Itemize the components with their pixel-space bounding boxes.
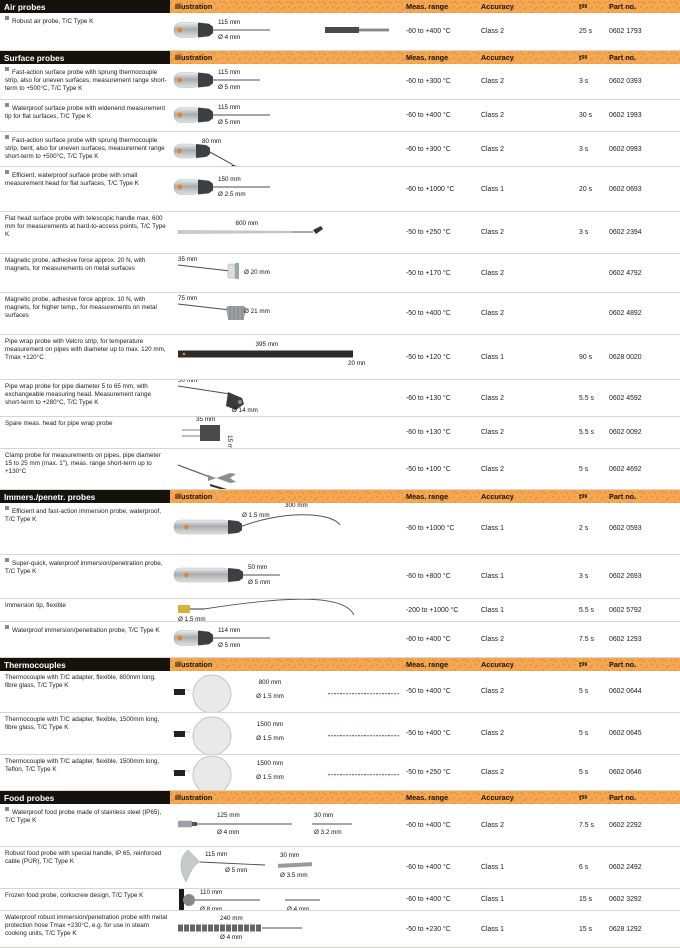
- svg-text:Ø 3.5 mm: Ø 3.5 mm: [280, 872, 308, 879]
- svg-text:115 mm: 115 mm: [218, 69, 240, 76]
- svg-text:Ø 1.5 mm: Ø 1.5 mm: [178, 616, 206, 622]
- svg-text:1500 mm: 1500 mm: [257, 760, 283, 767]
- svg-text:50 mm: 50 mm: [248, 564, 267, 571]
- svg-text:50 mm: 50 mm: [178, 380, 197, 384]
- svg-text:Ø 2.5 mm: Ø 2.5 mm: [218, 191, 246, 198]
- svg-text:35 mm: 35 mm: [178, 256, 197, 263]
- svg-text:Ø 20 mm: Ø 20 mm: [244, 269, 270, 276]
- svg-text:Ø 5 mm: Ø 5 mm: [225, 867, 247, 874]
- svg-text:115 mm: 115 mm: [218, 104, 240, 111]
- svg-text:Ø 1.5 mm: Ø 1.5 mm: [256, 693, 284, 700]
- svg-text:30 mm: 30 mm: [280, 852, 299, 859]
- svg-text:Ø 1.5 mm: Ø 1.5 mm: [242, 512, 270, 519]
- svg-text:Ø 21 mm: Ø 21 mm: [244, 308, 270, 315]
- svg-text:125 mm: 125 mm: [217, 812, 240, 819]
- svg-text:Ø 5 mm: Ø 5 mm: [218, 642, 240, 649]
- svg-text:Ø 14 mm: Ø 14 mm: [232, 407, 258, 414]
- svg-text:600 mm: 600 mm: [236, 220, 259, 227]
- svg-text:30 mm: 30 mm: [314, 812, 333, 819]
- svg-text:1500 mm: 1500 mm: [257, 721, 283, 728]
- svg-text:240 mm: 240 mm: [220, 915, 243, 922]
- svg-text:Ø 5 mm: Ø 5 mm: [218, 119, 240, 126]
- svg-text:20 mm: 20 mm: [348, 360, 365, 367]
- svg-text:Ø 3.2 mm: Ø 3.2 mm: [314, 829, 342, 836]
- svg-text:80 mm: 80 mm: [202, 138, 221, 145]
- svg-text:800 mm: 800 mm: [259, 679, 282, 686]
- svg-text:Ø 4 mm: Ø 4 mm: [217, 829, 239, 836]
- svg-text:Ø 5 mm: Ø 5 mm: [248, 579, 270, 586]
- svg-text:Ø 5 mm: Ø 5 mm: [218, 84, 240, 91]
- svg-text:35 mm: 35 mm: [196, 417, 215, 423]
- svg-text:Ø 8 mm: Ø 8 mm: [200, 906, 222, 911]
- svg-text:Ø 1.5 mm: Ø 1.5 mm: [256, 735, 284, 742]
- svg-text:110 mm: 110 mm: [200, 889, 222, 896]
- svg-text:Ø 1.5 mm: Ø 1.5 mm: [256, 774, 284, 781]
- svg-text:115 mm: 115 mm: [205, 851, 227, 858]
- svg-text:Ø 4 mm: Ø 4 mm: [218, 34, 240, 41]
- svg-text:15 mm: 15 mm: [226, 435, 233, 449]
- svg-text:300 mm: 300 mm: [285, 503, 308, 509]
- svg-text:150 mm: 150 mm: [218, 176, 241, 183]
- svg-text:Ø 4 mm: Ø 4 mm: [220, 934, 242, 941]
- svg-text:114 mm: 114 mm: [218, 627, 240, 634]
- svg-text:395 mm: 395 mm: [256, 341, 279, 348]
- svg-text:75 mm: 75 mm: [178, 295, 197, 302]
- svg-text:Ø 4 mm: Ø 4 mm: [287, 906, 309, 911]
- svg-text:115 mm: 115 mm: [218, 19, 240, 26]
